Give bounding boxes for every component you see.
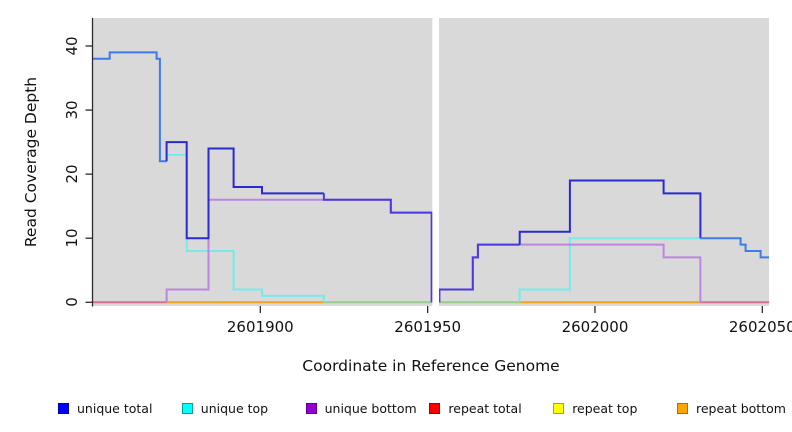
legend-swatch-icon (58, 402, 69, 414)
y-tick-label: 40 (63, 36, 81, 56)
legend-item-repeat-bottom: repeat bottom (677, 399, 786, 417)
legend-item-repeat-total: repeat total (429, 399, 522, 417)
legend: unique total unique top unique bottom repea… (0, 399, 792, 421)
legend-item-unique-bottom: unique bottom (305, 399, 417, 417)
series-line-unique-total-b (165, 141, 324, 240)
series-line-unique-total-d (438, 243, 520, 303)
legend-label: repeat bottom (696, 400, 786, 416)
legend-swatch-icon (429, 402, 441, 414)
legend-label: repeat total (448, 400, 522, 416)
x-tick-label: 2602050 (728, 318, 792, 336)
x-tick-label: 2601900 (226, 318, 294, 336)
legend-swatch-icon (677, 402, 688, 414)
legend-item-unique-total: unique total (58, 399, 152, 417)
series-line-unique-total-c (322, 193, 433, 303)
x-tick-label: 2601950 (394, 318, 462, 336)
y-tick-label: 0 (63, 297, 81, 308)
y-tick-label: 10 (63, 228, 81, 248)
legend-label: unique top (200, 400, 269, 416)
legend-swatch-icon (181, 402, 193, 414)
legend-label: unique bottom (324, 400, 417, 416)
series-line-unique-top-right (518, 237, 701, 303)
legend-swatch-icon (553, 402, 565, 414)
x-axis-title: Coordinate in Reference Genome (302, 357, 560, 375)
legend-swatch-icon (305, 402, 317, 414)
y-tick-label: 30 (63, 100, 81, 120)
y-tick-label: 20 (63, 164, 81, 184)
legend-label: repeat top (572, 400, 638, 416)
legend-item-unique-top: unique top (181, 399, 269, 417)
y-axis-title: Read Coverage Depth (22, 76, 40, 248)
series-line-unique-total-a (93, 51, 167, 163)
x-tick-label: 2602000 (561, 318, 629, 336)
legend-label: unique total (77, 400, 153, 416)
series-line-unique-total-f (700, 237, 769, 259)
series-line-unique-total-e (518, 179, 702, 245)
missing-data-gap (432, 18, 440, 306)
legend-item-repeat-top: repeat top (553, 399, 637, 417)
